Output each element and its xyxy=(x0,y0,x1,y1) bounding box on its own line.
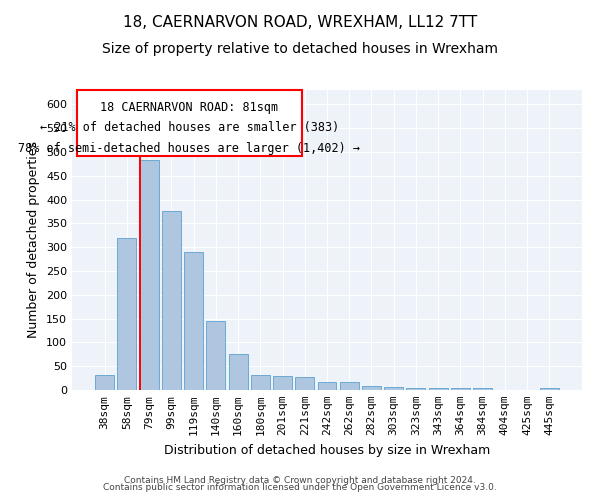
Bar xyxy=(251,375,270,390)
Bar xyxy=(140,160,158,390)
Text: 78% of semi-detached houses are larger (1,402) →: 78% of semi-detached houses are larger (… xyxy=(19,142,360,155)
Bar xyxy=(162,212,181,390)
Text: 18, CAERNARVON ROAD, WREXHAM, LL12 7TT: 18, CAERNARVON ROAD, WREXHAM, LL12 7TT xyxy=(123,15,477,30)
Bar xyxy=(340,382,359,390)
Text: Size of property relative to detached houses in Wrexham: Size of property relative to detached ho… xyxy=(102,42,498,56)
FancyBboxPatch shape xyxy=(77,90,302,156)
Bar xyxy=(473,388,492,390)
Bar xyxy=(362,386,381,390)
Text: ← 21% of detached houses are smaller (383): ← 21% of detached houses are smaller (38… xyxy=(40,121,339,134)
Bar xyxy=(317,382,337,390)
Text: Contains HM Land Registry data © Crown copyright and database right 2024.: Contains HM Land Registry data © Crown c… xyxy=(124,476,476,485)
Text: Contains public sector information licensed under the Open Government Licence v3: Contains public sector information licen… xyxy=(103,484,497,492)
Bar xyxy=(451,388,470,390)
Bar xyxy=(229,354,248,390)
Bar xyxy=(406,388,425,390)
Bar xyxy=(206,322,225,390)
Bar xyxy=(184,252,203,390)
Bar xyxy=(429,388,448,390)
Bar xyxy=(540,388,559,390)
Bar xyxy=(118,238,136,390)
Bar xyxy=(295,377,314,390)
Text: 18 CAERNARVON ROAD: 81sqm: 18 CAERNARVON ROAD: 81sqm xyxy=(100,100,278,114)
Y-axis label: Number of detached properties: Number of detached properties xyxy=(28,142,40,338)
Bar xyxy=(95,375,114,390)
Bar xyxy=(384,386,403,390)
Bar xyxy=(273,376,292,390)
X-axis label: Distribution of detached houses by size in Wrexham: Distribution of detached houses by size … xyxy=(164,444,490,456)
